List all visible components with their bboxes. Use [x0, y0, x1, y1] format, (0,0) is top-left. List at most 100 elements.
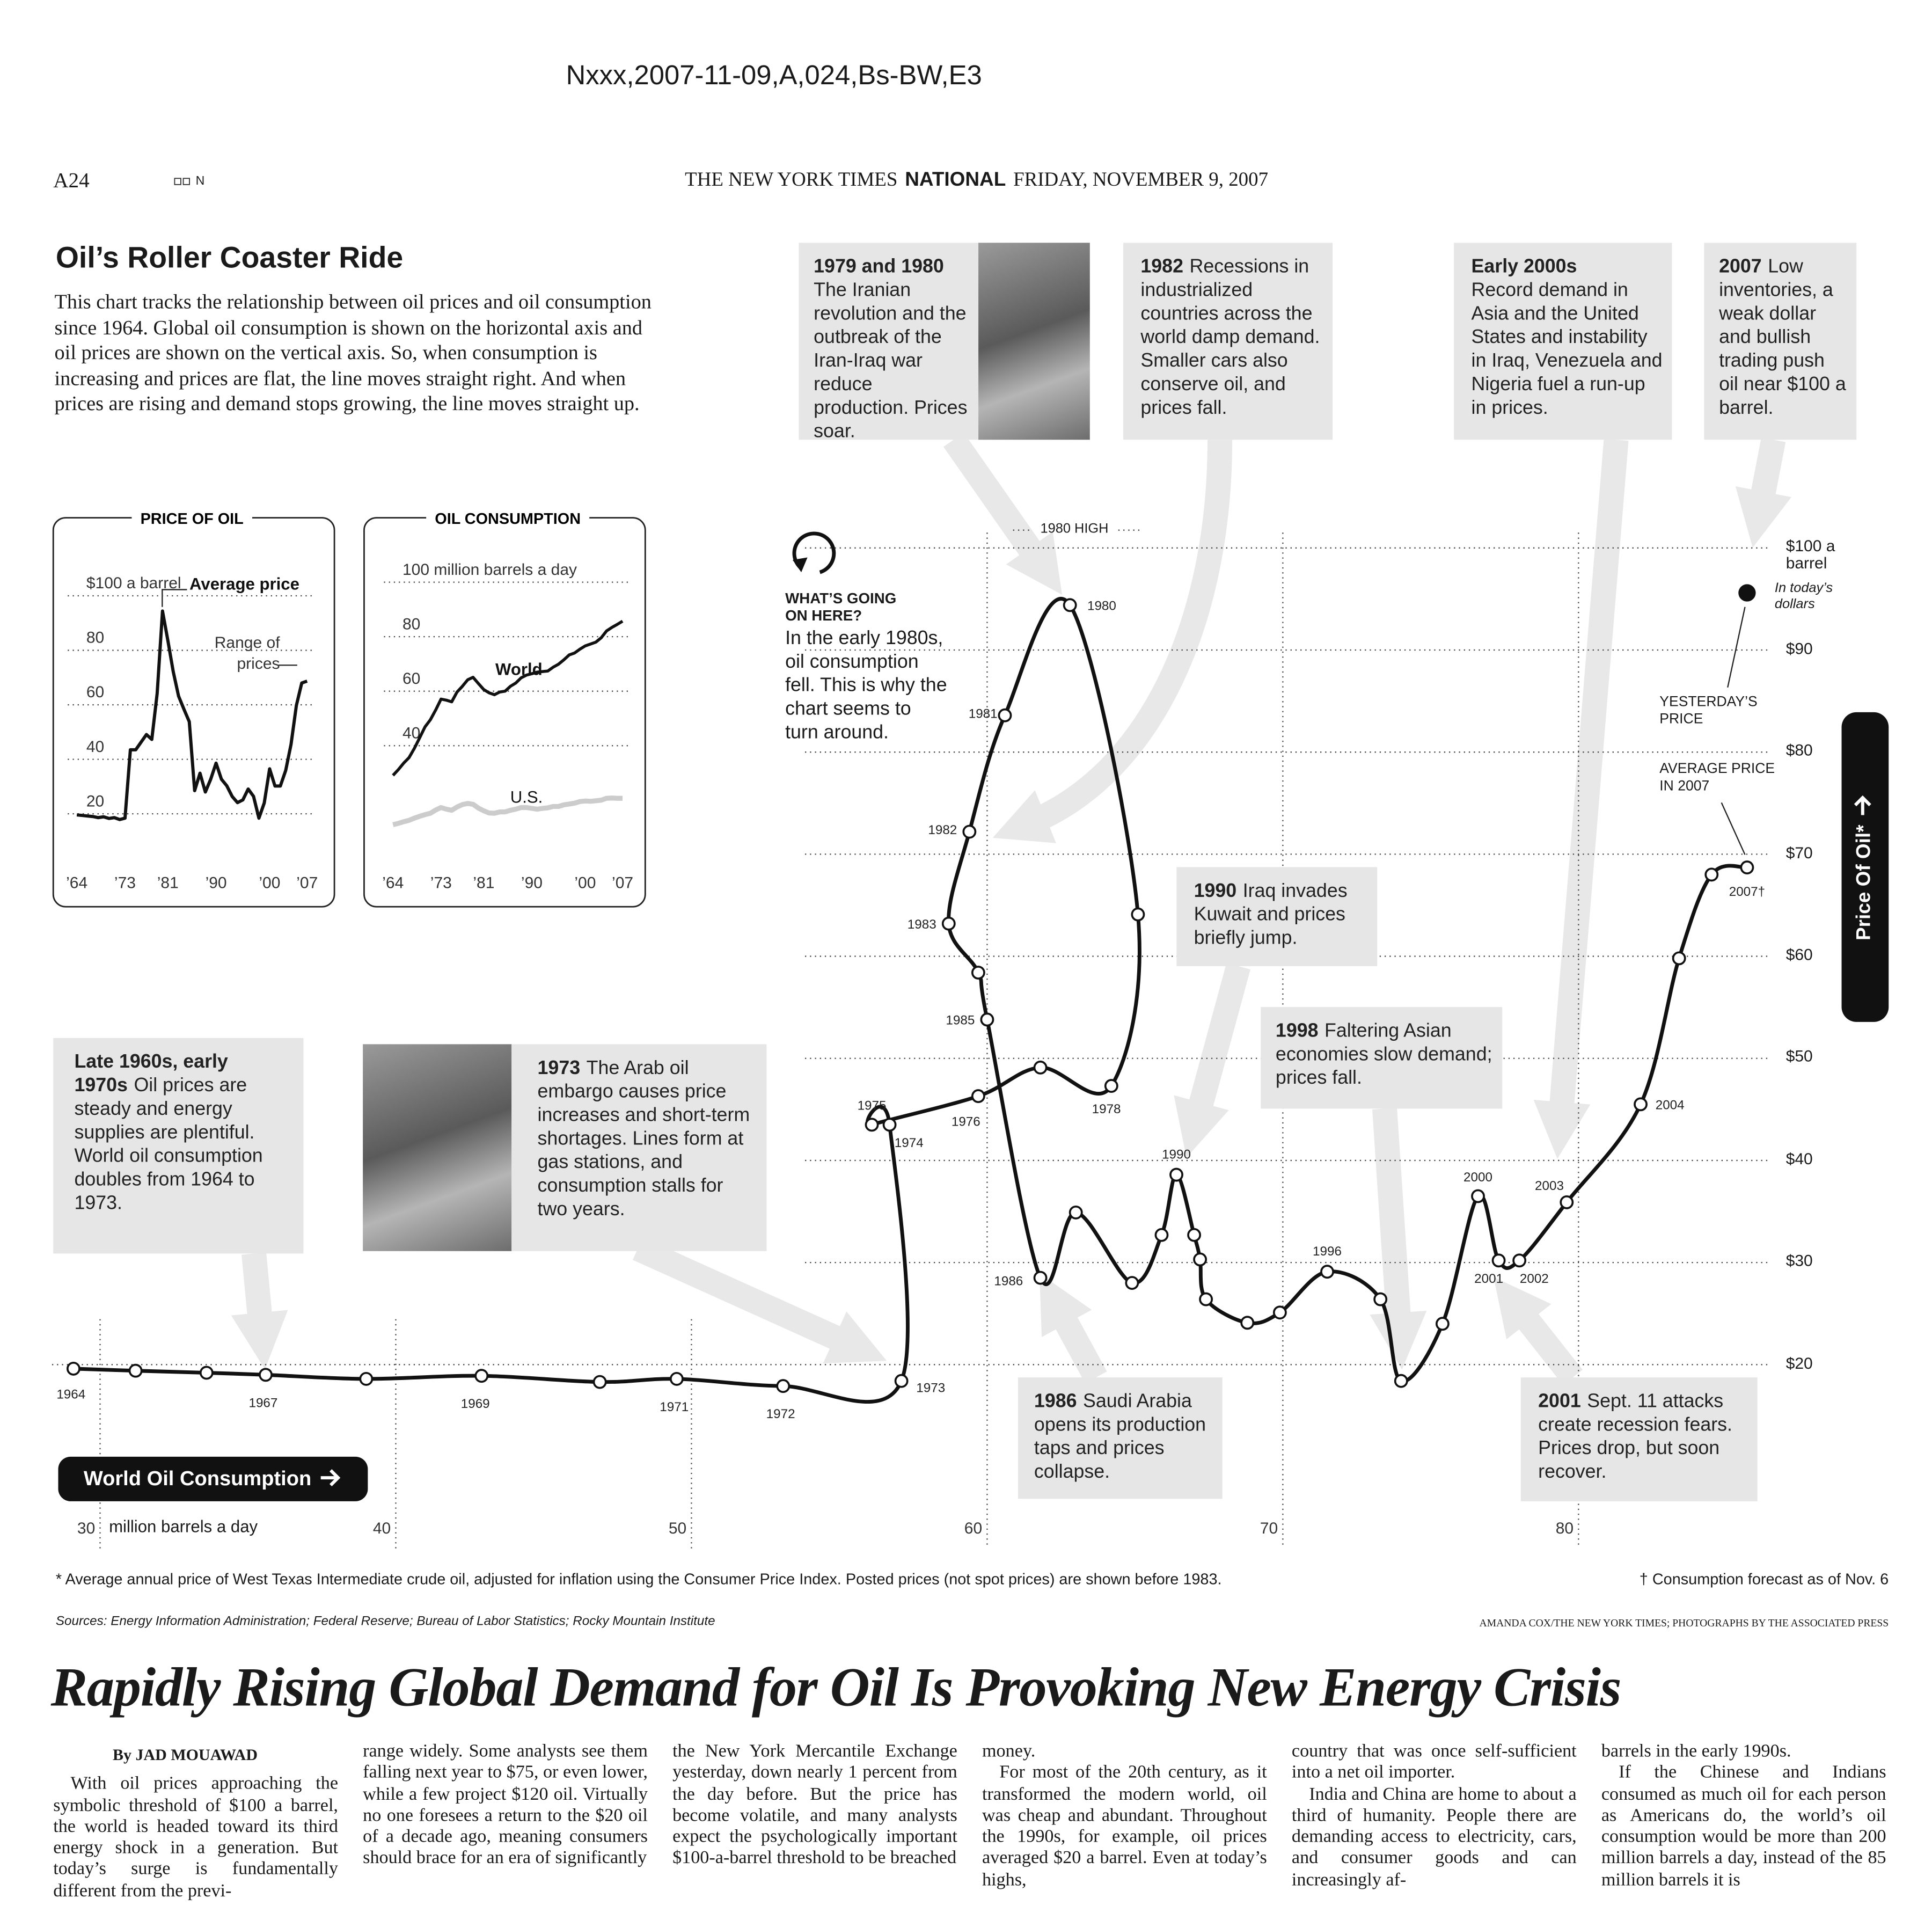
icon	[174, 178, 181, 185]
annotation-text: 1998 Faltering Asian economies slow deman…	[1276, 1019, 1492, 1090]
point-label: 1972	[766, 1407, 795, 1421]
data-point	[1471, 1189, 1485, 1203]
data-point	[941, 916, 956, 931]
title-backing	[131, 508, 252, 528]
y-tick-label: 60	[402, 670, 420, 688]
data-point	[971, 1089, 985, 1104]
data-point	[776, 1379, 791, 1393]
masthead-line: THE NEW YORK TIMES NATIONAL FRIDAY, NOVEMB…	[685, 170, 1268, 192]
data-line	[392, 795, 623, 827]
annotation-heading: 1973	[537, 1057, 581, 1079]
x-tick-label: ’00	[574, 874, 596, 892]
annotation-box: 1986 Saudi Arabia opens its production ta…	[1018, 1377, 1223, 1499]
annotation-box: 1979 and 1980 The Iranian revolution and …	[799, 243, 1090, 442]
point-label: 1975	[858, 1099, 887, 1113]
article-paragraph: the New York Mercantile Exchange yesterd…	[672, 1741, 957, 1869]
data-point	[1187, 1228, 1202, 1242]
callout-text: In the early 1980s, oil consumption fell…	[785, 627, 947, 743]
series-label: U.S.	[510, 787, 543, 806]
x-tick-label: ’90	[206, 874, 227, 892]
annotation-box: 2001 Sept. 11 attacks create recession fe…	[1520, 1377, 1758, 1501]
data-line	[73, 597, 1748, 1404]
callout-icon	[792, 531, 836, 574]
data-point	[1512, 1253, 1527, 1268]
y-tick-label: 80	[86, 629, 104, 647]
inset-title: PRICE OF OIL	[141, 510, 244, 528]
y-tick-label: 40	[86, 738, 104, 756]
point-label: 1990	[1162, 1148, 1191, 1162]
annotation-body: Recessions in industrialized countries a…	[1140, 256, 1320, 419]
callout-heading: WHAT’S GOING ON HERE?	[785, 589, 897, 625]
article-paragraph: country that was once self-sufficient in…	[1291, 1741, 1577, 1783]
article-column: money. For most of the 20th century, as i…	[982, 1742, 1267, 1892]
data-point	[1560, 1195, 1574, 1209]
sources: Sources: Energy Information Administrati…	[55, 1614, 715, 1629]
data-point	[1033, 1060, 1048, 1075]
data-point	[1320, 1265, 1334, 1279]
byline: By JAD MOUAWAD	[112, 1745, 258, 1764]
data-line	[392, 619, 624, 777]
x-axis-unit: million barrels a day	[109, 1517, 258, 1536]
annotation-box: 1973 The Arab oil embargo causes price in…	[363, 1044, 767, 1251]
data-point	[1373, 1292, 1388, 1306]
dagger-note: † Consumption forecast as of Nov. 6	[1639, 1571, 1889, 1588]
article-paragraph: For most of the 20th century, as it tran…	[982, 1763, 1267, 1890]
point-label: 1971	[660, 1400, 689, 1414]
x-tick-label: ’64	[66, 874, 87, 892]
current-price-dot	[1738, 584, 1756, 602]
point-label: 2002	[1520, 1272, 1549, 1286]
y-axis-title: Price Of Oil*	[1854, 824, 1875, 940]
x-tick-label: ’07	[296, 874, 318, 892]
date: FRIDAY, NOVEMBER 9, 2007	[1013, 170, 1269, 191]
y-tick-label: $40	[1785, 1149, 1813, 1168]
page-number: A24	[53, 168, 90, 192]
article-column: barrels in the early 1990s. If the Chines…	[1601, 1742, 1886, 1892]
data-point	[1199, 1292, 1213, 1306]
data-point	[1704, 867, 1719, 882]
y-tick-label: 100 million barrels a day	[402, 561, 577, 579]
icon	[182, 178, 190, 185]
annotation-text: Late 1960s, early 1970s Oil prices are st…	[74, 1050, 291, 1215]
annotation-box: 1990 Iraq invades Kuwait and prices brief…	[1176, 867, 1378, 966]
point-label: 1964	[56, 1387, 85, 1401]
graphic-title: Oil’s Roller Coaster Ride	[55, 241, 404, 275]
annotation-text: Early 2000s Record demand in Asia and the…	[1472, 255, 1664, 420]
inset-title: OIL CONSUMPTION	[435, 510, 581, 528]
y-tick-label: $50	[1785, 1047, 1813, 1066]
y-tick-label: $100 a barrel	[86, 574, 181, 592]
annotation-body: Low inventories, a weak dollar and bulli…	[1719, 256, 1846, 419]
annotation-heading: 1998	[1275, 1020, 1319, 1042]
point-label: 1996	[1313, 1244, 1342, 1259]
chart-note: In today’s dollars	[1774, 581, 1833, 612]
data-point	[980, 1012, 994, 1027]
annotation-body: Faltering Asian economies slow demand; p…	[1275, 1020, 1492, 1089]
data-point	[882, 1118, 897, 1132]
chart-note: YESTERDAY’S PRICE	[1659, 695, 1758, 727]
data-point	[971, 966, 985, 980]
section: NATIONAL	[905, 170, 1006, 191]
annotation-heading: 1979 and 1980	[814, 256, 944, 278]
point-label: 1976	[952, 1114, 980, 1129]
data-point	[1740, 860, 1754, 875]
x-tick-label: ’00	[259, 874, 280, 892]
x-tick-label: ’64	[382, 874, 404, 892]
x-tick-label: 50	[669, 1520, 686, 1537]
point-label: 1974	[895, 1136, 924, 1150]
point-label: 2007†	[1729, 885, 1765, 899]
annotation-box: 1998 Faltering Asian economies slow deman…	[1261, 1007, 1503, 1109]
data-point	[1634, 1097, 1648, 1112]
x-tick-label: ’90	[521, 874, 543, 892]
point-label: 1982	[928, 823, 957, 837]
annotation-heading: 1990	[1194, 880, 1237, 902]
annotation-box: 2007 Low inventories, a weak dollar and b…	[1704, 243, 1857, 440]
annotation-body: Saudi Arabia opens its production taps a…	[1034, 1391, 1206, 1483]
point-label: 1980	[1087, 599, 1116, 614]
annotation-box: Late 1960s, early 1970s Oil prices are st…	[53, 1038, 304, 1254]
data-point	[1033, 1271, 1048, 1285]
point-label: 1983	[908, 917, 936, 932]
x-tick-label: 30	[77, 1520, 95, 1537]
series-label: World	[495, 660, 543, 679]
data-point	[894, 1374, 909, 1388]
y-tick-label: $30	[1785, 1251, 1813, 1270]
